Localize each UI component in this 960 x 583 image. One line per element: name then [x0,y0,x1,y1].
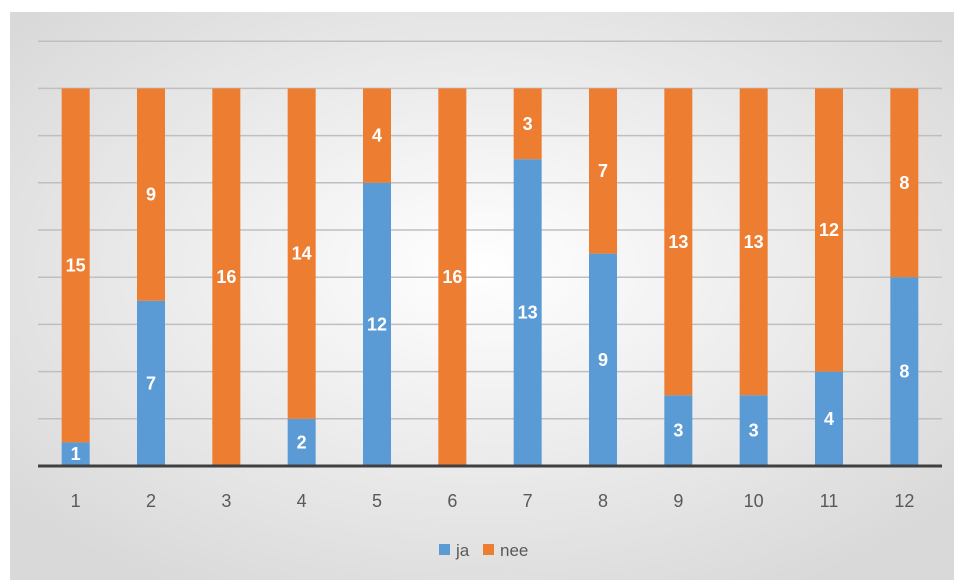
bar-ja-4 [287,418,316,466]
data-label-ja-12: 8 [899,362,909,382]
bar-ja-9 [664,395,693,466]
bar-nee-7 [513,88,542,160]
bar-nee-1 [61,88,90,443]
data-label-ja-5: 12 [367,314,387,334]
bar-nee-6 [438,88,467,467]
bar-nee-4 [287,88,316,419]
chart-background [10,12,954,580]
data-label-ja-11: 4 [824,409,834,429]
data-label-nee-6: 16 [442,267,462,287]
data-label-nee-10: 13 [744,232,764,252]
bar-ja-7 [513,159,542,466]
x-tick-label-6: 6 [447,491,457,511]
bar-nee-9 [664,88,693,396]
data-label-nee-7: 3 [523,114,533,134]
legend-swatch-ja [439,544,450,555]
x-tick-label-7: 7 [523,491,533,511]
data-label-nee-4: 14 [292,244,312,264]
legend-label-ja: ja [455,541,470,560]
bar-ja-10 [739,395,768,466]
x-tick-label-8: 8 [598,491,608,511]
data-label-nee-9: 13 [668,232,688,252]
data-label-ja-10: 3 [749,421,759,441]
bar-ja-12 [890,277,919,466]
data-label-ja-7: 13 [518,303,538,323]
data-label-ja-8: 9 [598,350,608,370]
bar-nee-11 [815,88,843,372]
data-label-ja-9: 3 [673,421,683,441]
data-label-nee-2: 9 [146,185,156,205]
x-tick-label-2: 2 [146,491,156,511]
bar-nee-2 [137,88,165,301]
x-tick-label-9: 9 [673,491,683,511]
bar-nee-8 [589,88,617,254]
data-label-ja-4: 2 [297,432,307,452]
x-tick-label-10: 10 [744,491,764,511]
data-label-nee-8: 7 [598,161,608,181]
bar-nee-3 [212,88,241,467]
legend: ja nee [439,541,528,560]
bar-ja-1 [61,442,90,466]
x-tick-labels: 1 2 3 4 5 6 7 8 9 10 11 12 [71,491,915,511]
bar-nee-12 [890,88,919,278]
legend-swatch-nee [483,544,494,555]
bar-ja-5 [363,182,391,467]
x-tick-label-1: 1 [71,491,81,511]
bar-ja-11 [815,371,843,466]
bar-ja-8 [589,253,617,466]
data-label-nee-3: 16 [216,267,236,287]
data-label-nee-1: 15 [66,255,86,275]
data-label-nee-11: 12 [819,220,839,240]
gridlines [38,40,942,420]
bar-nee-10 [739,88,768,396]
x-tick-label-12: 12 [894,491,914,511]
x-tick-label-11: 11 [820,491,839,511]
bars [61,88,919,467]
data-label-nee-5: 4 [372,126,382,146]
bar-ja-2 [137,300,165,466]
data-label-nee-12: 8 [899,173,909,193]
bar-nee-5 [363,88,391,183]
x-tick-label-3: 3 [221,491,231,511]
x-tick-label-5: 5 [372,491,382,511]
data-label-ja-1: 1 [71,444,81,464]
data-labels: 1 15 7 9 16 2 14 12 4 16 13 3 9 7 3 13 3 13 4 12 8 8 [66,114,910,464]
data-label-ja-2: 7 [146,373,156,393]
legend-label-nee: nee [500,541,528,560]
x-tick-label-4: 4 [297,491,307,511]
